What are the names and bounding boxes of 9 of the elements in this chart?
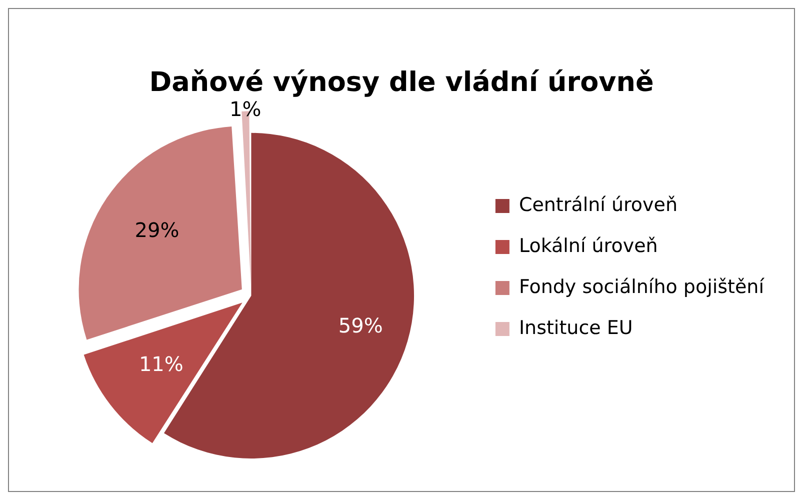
legend-label: Centrální úroveň [518, 194, 678, 216]
chart-title: Daňové výnosy dle vládní úrovně [149, 67, 654, 98]
legend-label: Instituce EU [518, 316, 633, 339]
data-label: 1% [230, 97, 262, 122]
data-label: 29% [134, 218, 180, 242]
data-label: 59% [338, 314, 383, 338]
legend-label: Lokální úroveň [518, 234, 658, 257]
data-label: 11% [138, 352, 184, 376]
legend-label: Fondy sociálního pojištění [518, 276, 765, 298]
